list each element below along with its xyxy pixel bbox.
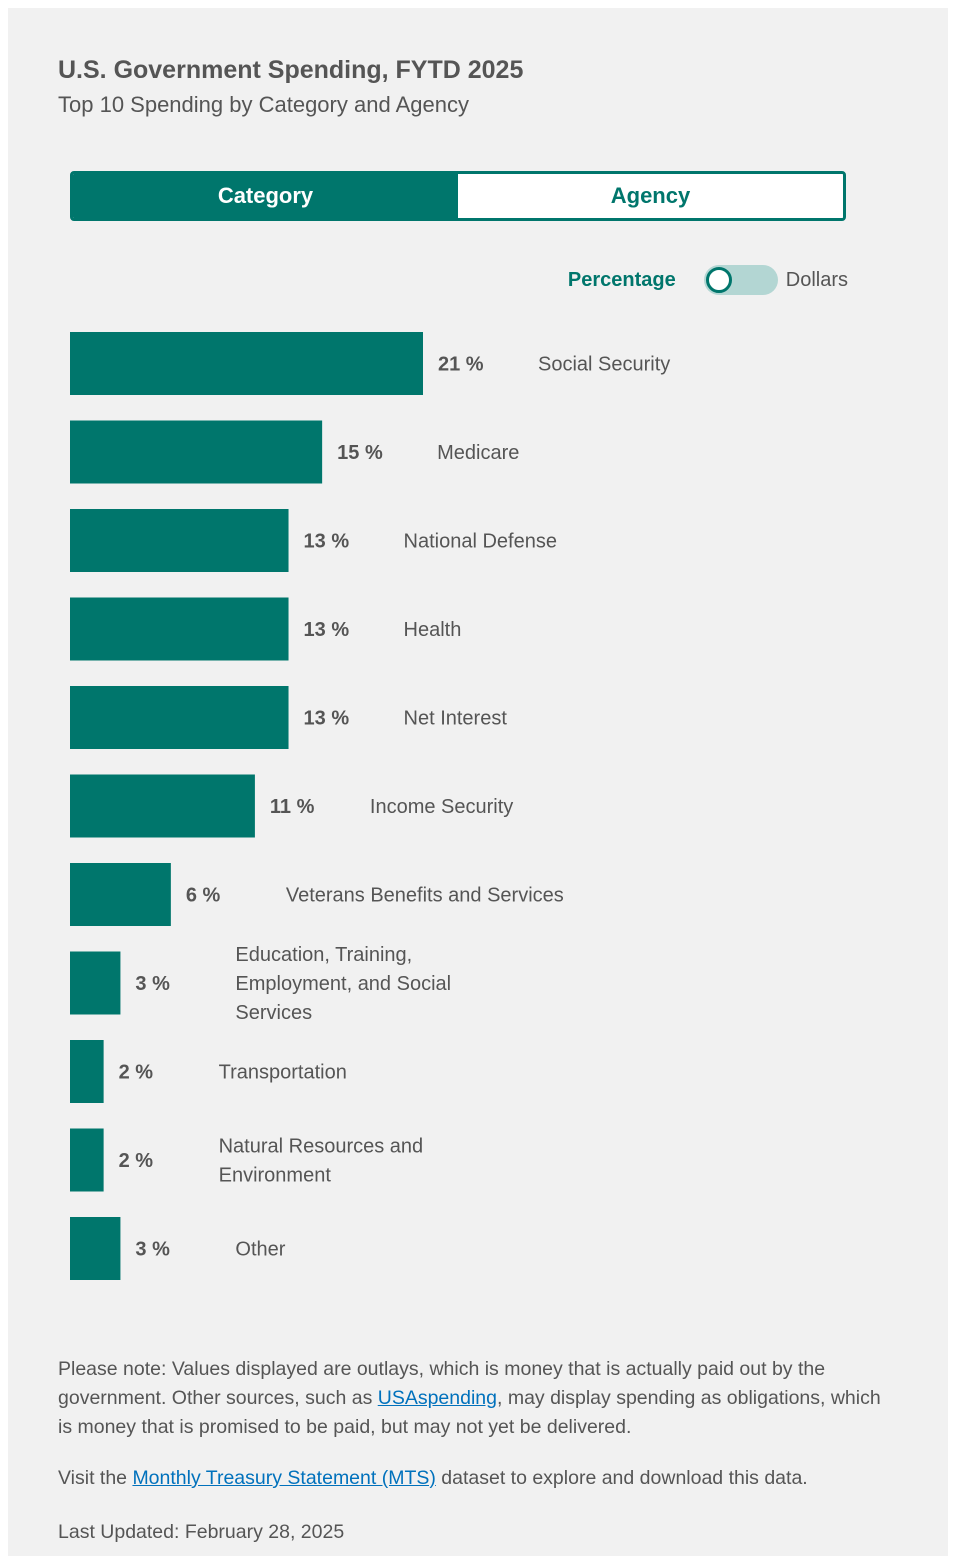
- bar-0: [70, 332, 423, 395]
- bar-3: [70, 597, 289, 661]
- bar-7: [70, 951, 121, 1015]
- category-label-6: Veterans Benefits and Services: [286, 885, 564, 907]
- category-label-0: Social Security: [538, 354, 670, 376]
- value-label-8: 2 %: [119, 1062, 154, 1084]
- value-label-2: 13 %: [304, 531, 350, 553]
- bar-6: [70, 863, 171, 926]
- outlays-note: Please note: Values displayed are outlay…: [58, 1355, 888, 1442]
- bar-4: [70, 686, 289, 749]
- category-label-line: Income Security: [370, 796, 513, 818]
- category-label-line: Social Security: [538, 354, 670, 376]
- toggle-knob[interactable]: [705, 267, 732, 293]
- category-label-7: Education, Training, Employment, and Soci…: [235, 944, 451, 1024]
- category-label-line: Net Interest: [404, 708, 508, 730]
- category-label-line: Education, Training,: [235, 944, 412, 966]
- chart-subtitle: Top 10 Spending by Category and Agency: [58, 92, 469, 117]
- category-label-1: Medicare: [437, 442, 519, 464]
- category-label-5: Income Security: [370, 796, 513, 818]
- bar-5: [70, 774, 255, 838]
- category-label-line: Services: [235, 1002, 312, 1024]
- category-label-9: Natural Resources and Environment: [219, 1136, 424, 1187]
- chart-title: U.S. Government Spending, FYTD 2025: [58, 56, 524, 84]
- value-label-10: 3 %: [135, 1239, 170, 1261]
- category-label-line: Health: [404, 619, 462, 641]
- value-label-6: 6 %: [186, 885, 221, 907]
- value-label-1: 15 %: [337, 442, 383, 464]
- category-label-line: Environment: [219, 1165, 332, 1187]
- value-label-4: 13 %: [304, 708, 350, 730]
- note-text-suffix: , may display spending as obligations, w…: [58, 1387, 881, 1438]
- tab-category[interactable]: Category: [73, 174, 458, 218]
- view-tabs: Category Agency: [70, 171, 846, 221]
- category-label-line: Medicare: [437, 442, 519, 464]
- toggle-label-percentage[interactable]: Percentage: [567, 268, 676, 291]
- category-label-10: Other: [235, 1239, 285, 1261]
- visit-mts-note: Visit the Monthly Treasury Statement (MT…: [58, 1464, 888, 1493]
- bar-9: [70, 1128, 104, 1192]
- value-label-3: 13 %: [304, 619, 350, 641]
- value-label-0: 21 %: [438, 354, 484, 376]
- visit-text-prefix: Visit the: [58, 1467, 133, 1489]
- category-label-2: National Defense: [404, 531, 557, 553]
- category-label-3: Health: [404, 619, 462, 641]
- category-label-line: Employment, and Social: [235, 973, 451, 995]
- bar-10: [70, 1217, 121, 1280]
- bar-2: [70, 509, 289, 572]
- value-label-9: 2 %: [119, 1150, 154, 1172]
- toggle-label-dollars[interactable]: Dollars: [785, 268, 848, 291]
- value-label-7: 3 %: [135, 973, 170, 995]
- category-label-line: Natural Resources and: [219, 1136, 424, 1158]
- value-label-5: 11 %: [270, 796, 315, 818]
- category-label-8: Transportation: [219, 1062, 347, 1084]
- bar-1: [70, 420, 323, 484]
- unit-toggle-row: Percentage Dollars: [568, 264, 848, 296]
- tab-agency[interactable]: Agency: [458, 174, 843, 218]
- note-text-prefix: Please note: Values displayed are outlay…: [58, 1358, 826, 1409]
- category-label-4: Net Interest: [404, 708, 508, 730]
- unit-toggle-switch[interactable]: [703, 265, 778, 295]
- category-label-line: Veterans Benefits and Services: [286, 885, 564, 907]
- category-label-line: Transportation: [219, 1062, 347, 1084]
- mts-dataset-link[interactable]: Monthly Treasury Statement (MTS): [132, 1467, 436, 1489]
- bar-8: [70, 1040, 104, 1103]
- last-updated: Last Updated: February 28, 2025: [58, 1521, 345, 1543]
- category-label-line: National Defense: [404, 531, 557, 553]
- visit-text-suffix: dataset to explore and download this dat…: [435, 1467, 808, 1489]
- usaspending-link[interactable]: USAspending: [377, 1387, 497, 1409]
- category-label-line: Other: [235, 1239, 285, 1261]
